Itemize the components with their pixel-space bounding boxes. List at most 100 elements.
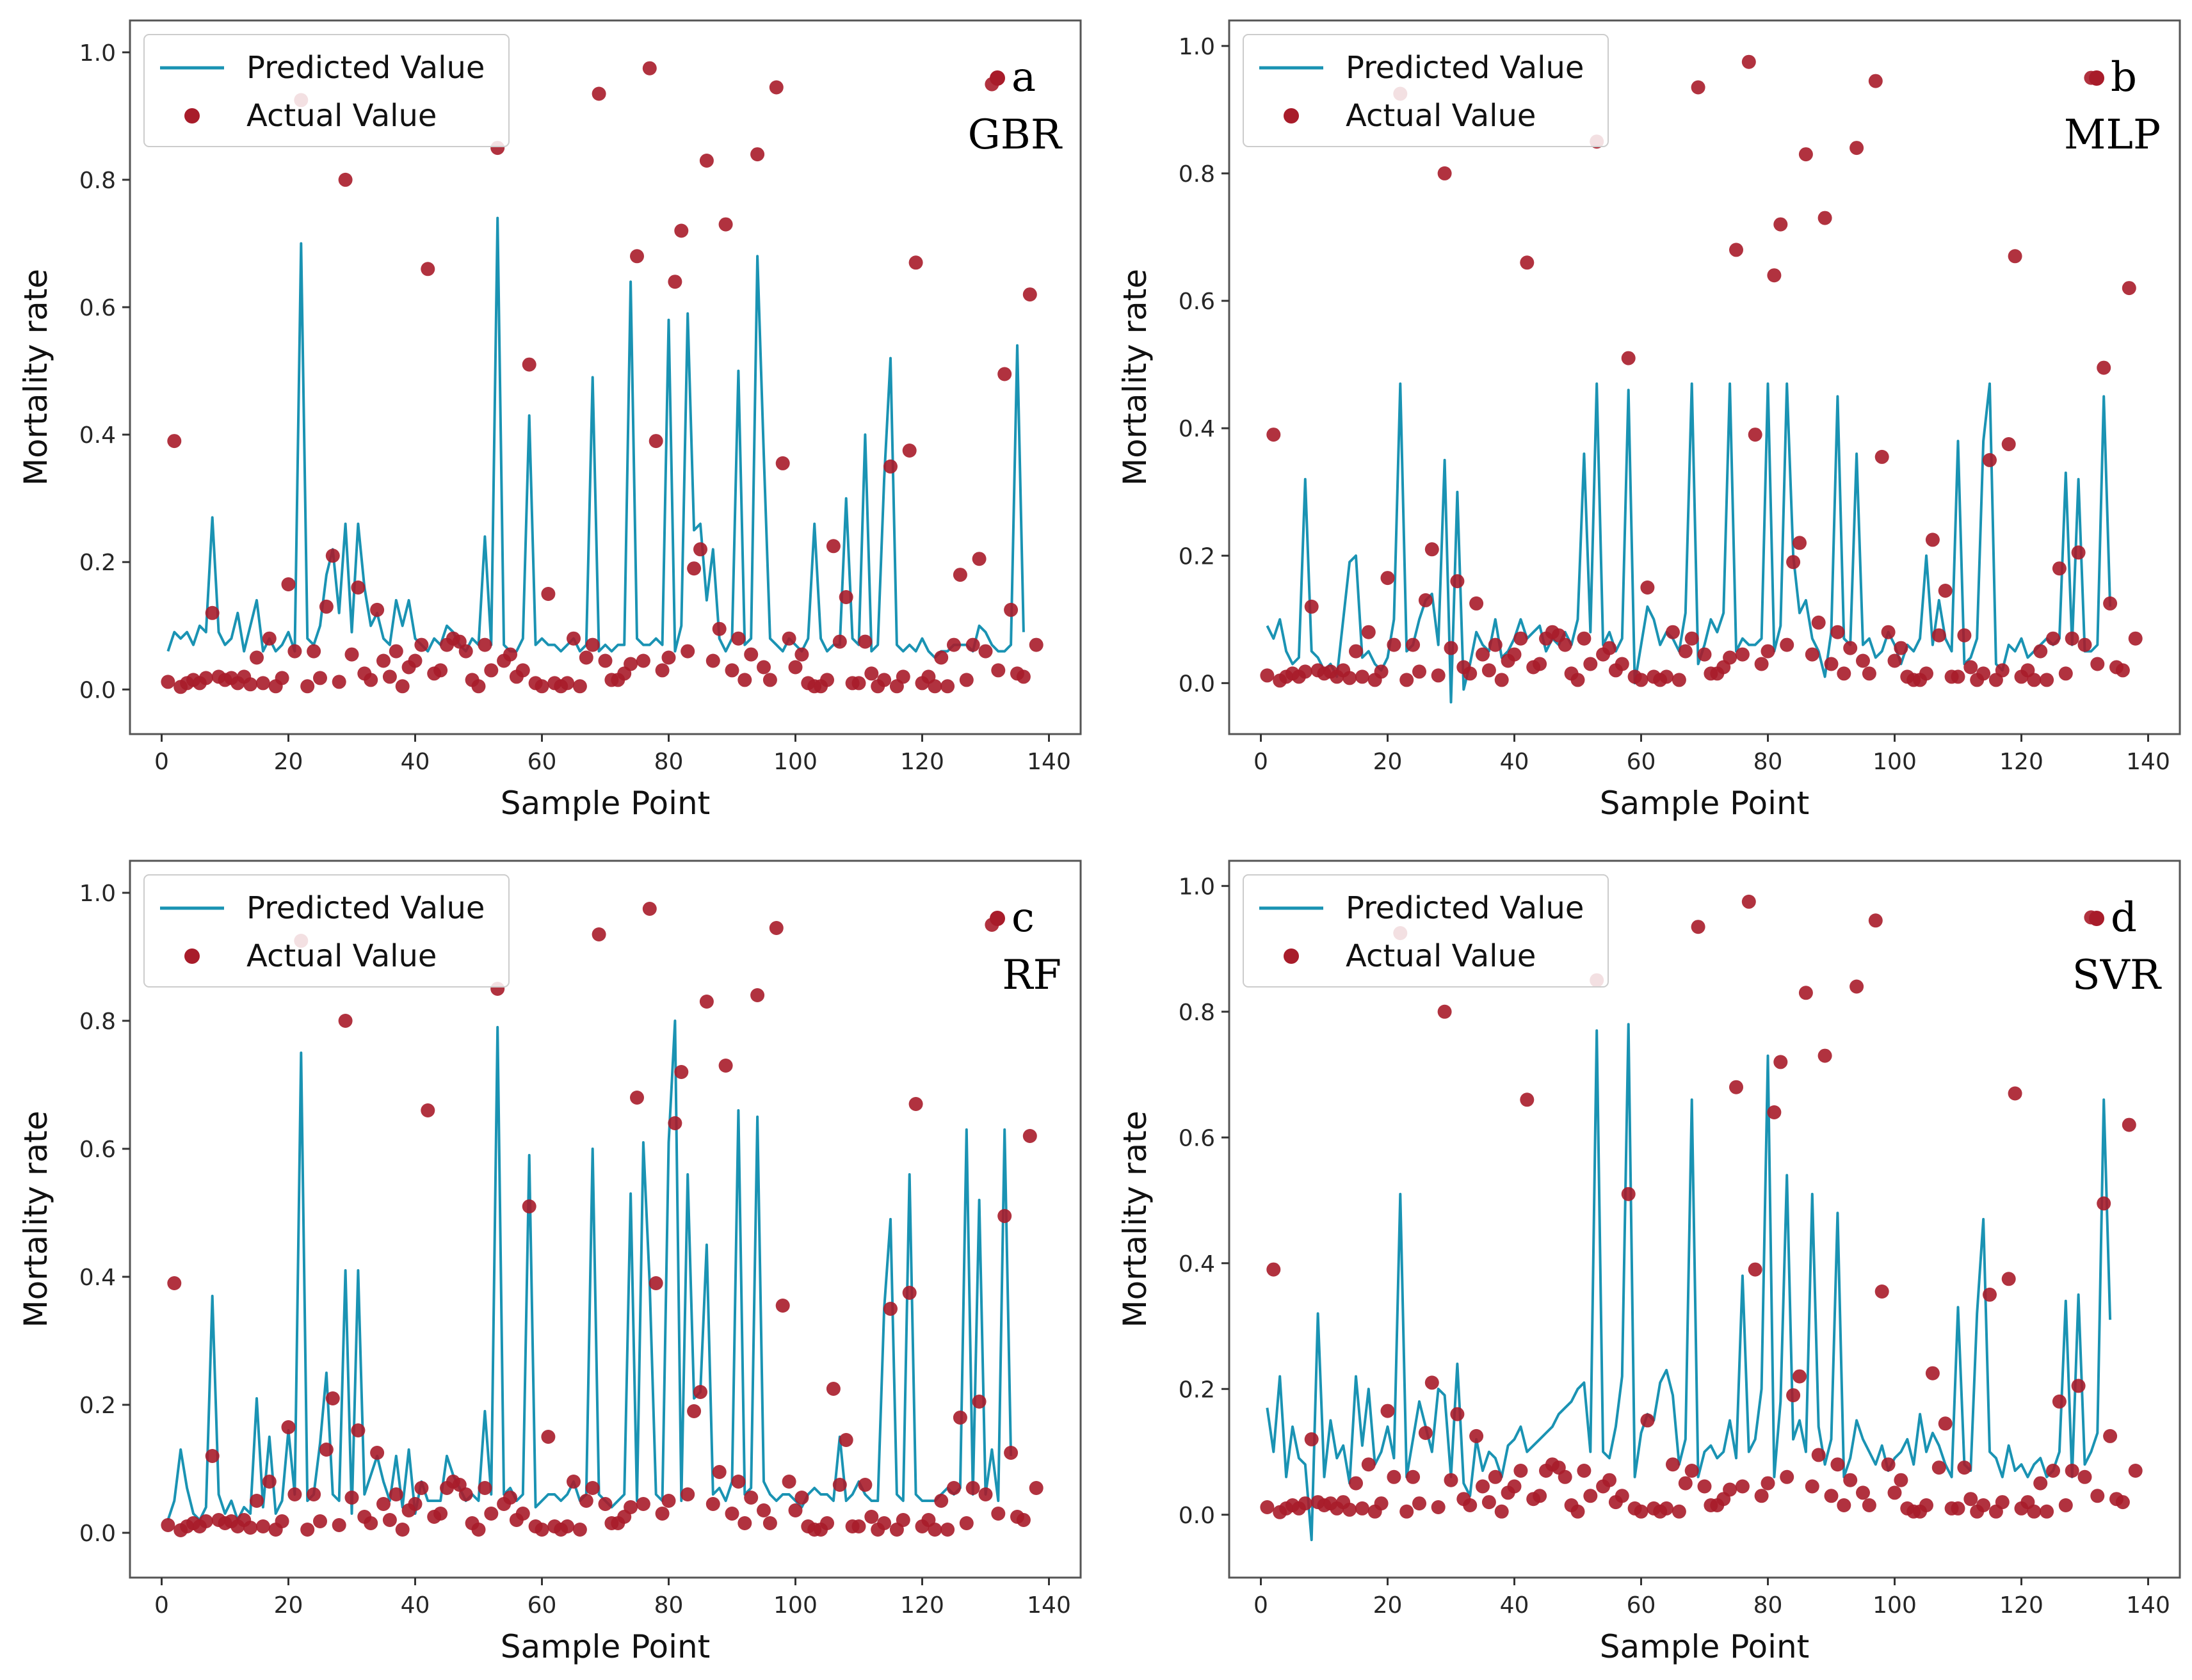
actual-point <box>953 568 967 582</box>
actual-point <box>959 673 974 687</box>
actual-point <box>307 644 321 659</box>
actual-point <box>167 434 182 449</box>
legend-actual-swatch <box>1284 108 1299 124</box>
actual-points <box>1260 894 2143 1519</box>
actual-point <box>1786 1388 1801 1403</box>
actual-point <box>2033 644 2048 659</box>
actual-point <box>1723 650 1737 665</box>
actual-point <box>2103 1428 2118 1443</box>
actual-point <box>1481 663 1496 678</box>
actual-point <box>1817 211 1832 225</box>
y-tick-label: 0.2 <box>79 1393 116 1419</box>
y-tick-label: 0.8 <box>1179 1000 1215 1026</box>
actual-point <box>839 590 853 604</box>
actual-point <box>1811 615 1826 630</box>
actual-point <box>1520 1092 1535 1107</box>
actual-point <box>243 677 258 692</box>
actual-point <box>522 357 536 372</box>
actual-point <box>1798 986 1813 1000</box>
actual-point <box>2001 1272 2016 1286</box>
actual-point <box>1399 673 1414 687</box>
actual-point <box>2128 1464 2143 1478</box>
x-tick-label: 0 <box>154 749 169 775</box>
actual-point <box>344 647 359 662</box>
actual-point <box>794 647 809 662</box>
actual-point <box>243 1521 258 1535</box>
actual-point <box>1748 428 1762 442</box>
actual-point <box>1615 657 1629 671</box>
actual-point <box>2071 545 2086 560</box>
actual-point <box>991 1507 1006 1521</box>
actual-point <box>1260 668 1275 683</box>
actual-point <box>2027 1504 2042 1519</box>
actual-point <box>1691 80 1705 95</box>
model-label: RF <box>1002 952 1061 999</box>
actual-point <box>826 1382 841 1396</box>
actual-point <box>535 1523 549 1537</box>
actual-point <box>1672 673 1686 687</box>
predicted-line <box>166 216 1025 659</box>
actual-point <box>1786 555 1801 570</box>
actual-point <box>1868 913 1883 928</box>
actual-point <box>788 1503 803 1517</box>
legend: Predicted Value Actual Value <box>1243 34 1609 147</box>
plot-frame <box>1228 19 2181 735</box>
y-tick-label: 0.6 <box>1179 1125 1215 1151</box>
actual-point <box>1925 1366 1940 1380</box>
actual-point <box>750 147 765 162</box>
y-tick-label: 0.4 <box>79 422 116 449</box>
x-tick-label: 20 <box>1373 1592 1403 1619</box>
actual-point <box>1476 647 1490 662</box>
actual-point <box>1957 628 1972 643</box>
actual-point <box>705 1497 720 1511</box>
actual-point <box>1298 1496 1312 1511</box>
actual-point <box>1666 1457 1680 1472</box>
actual-point <box>1925 532 1940 547</box>
actual-point <box>1780 637 1794 652</box>
actual-point <box>1767 268 1782 283</box>
actual-point <box>2077 1469 2092 1484</box>
actual-point <box>1431 1500 1446 1514</box>
actual-point <box>198 671 213 685</box>
actual-point <box>668 275 682 289</box>
actual-point <box>762 673 777 687</box>
x-tick-label: 100 <box>1873 749 1917 775</box>
actual-point <box>1450 1407 1465 1421</box>
actual-point <box>1666 625 1680 639</box>
y-tick-label: 1.0 <box>1179 34 1215 60</box>
x-tick-label: 140 <box>1027 749 1071 775</box>
actual-point <box>655 663 670 678</box>
x-tick-label: 80 <box>654 749 684 775</box>
actual-point <box>458 644 473 659</box>
actual-point <box>1355 1501 1369 1516</box>
actual-point <box>1862 1498 1876 1512</box>
actual-point <box>896 669 910 684</box>
x-tick-label: 20 <box>274 1592 303 1619</box>
y-tick-label: 0.0 <box>1179 671 1215 697</box>
actual-point <box>1837 1498 1851 1512</box>
actual-point <box>953 1411 967 1425</box>
legend-predicted-label: Predicted Value <box>246 50 485 86</box>
actual-point <box>1824 1489 1839 1503</box>
actual-point <box>560 676 575 691</box>
actual-point <box>655 1507 670 1521</box>
actual-point <box>592 927 606 941</box>
actual-point <box>598 653 613 668</box>
actual-point <box>851 676 866 691</box>
actual-point <box>630 1091 644 1105</box>
actual-point <box>2046 631 2060 646</box>
actual-point <box>325 548 340 563</box>
actual-point <box>674 223 689 238</box>
predicted-line <box>166 1020 1013 1521</box>
actual-point <box>1773 1055 1788 1069</box>
panel-letter: c <box>1011 894 1035 941</box>
plot-frame <box>129 860 1082 1579</box>
actual-point <box>364 1516 378 1530</box>
actual-point <box>2008 249 2022 264</box>
panel-letter: a <box>1011 54 1036 101</box>
actual-point <box>275 671 289 685</box>
actual-point <box>484 663 499 678</box>
actual-point <box>687 1404 702 1418</box>
actual-point <box>1811 1448 1826 1462</box>
